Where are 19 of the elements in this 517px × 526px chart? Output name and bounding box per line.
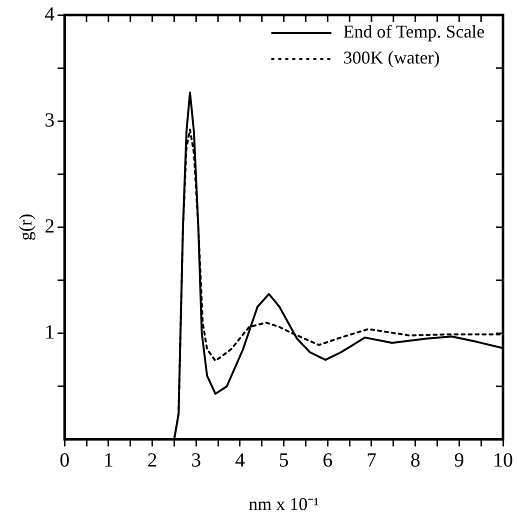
x-tick-label: 8 — [410, 450, 420, 472]
x-tick-label: 9 — [454, 450, 464, 472]
y-tick-label: 3 — [44, 109, 55, 132]
legend-label: 300K (water) — [343, 48, 440, 68]
y-axis-title: g(r) — [16, 214, 36, 241]
x-tick-label: 6 — [322, 450, 333, 472]
x-tick-label: 10 — [493, 450, 513, 472]
x-tick-label: 2 — [147, 450, 158, 472]
y-tick-label: 1 — [44, 322, 55, 344]
x-tick-label: 3 — [191, 450, 202, 472]
legend-label: End of Temp. Scale — [343, 22, 485, 42]
x-tick-label: 4 — [234, 450, 245, 472]
x-tick-label: 0 — [60, 450, 70, 472]
y-tick-label: 2 — [44, 215, 55, 238]
x-tick-label: 7 — [366, 450, 376, 472]
x-tick-label: 1 — [103, 450, 114, 472]
x-axis-title: nm x 10⁻¹ — [248, 494, 320, 514]
x-tick-label: 5 — [278, 450, 289, 472]
y-tick-label: 4 — [44, 3, 55, 26]
